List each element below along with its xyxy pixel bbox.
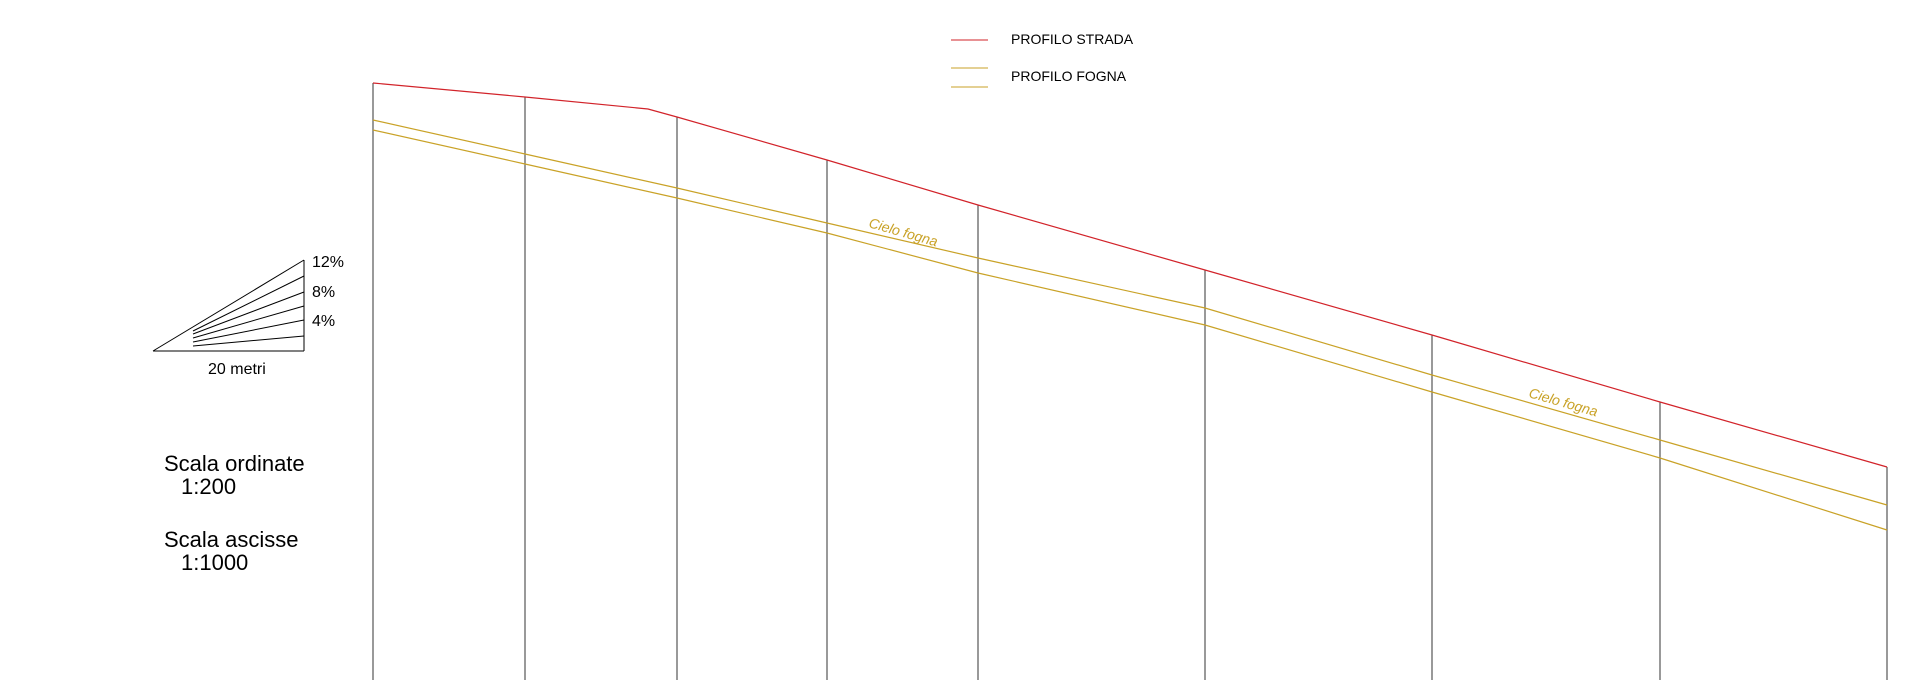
slope-label-8: 8% <box>312 284 335 301</box>
sewer-crown-annotation-1: Cielo fogna <box>867 215 940 250</box>
section-lines <box>372 83 1888 680</box>
slope-line-12 <box>152 259 305 352</box>
abscissa-scale-value: 1:1000 <box>181 550 248 575</box>
ordinate-scale-title: Scala ordinate <box>164 451 305 476</box>
ordinate-scale-value: 1:200 <box>181 474 236 499</box>
slope-line-6 <box>192 305 305 339</box>
slope-line-8 <box>192 291 305 335</box>
sewer-crown-line <box>372 119 1888 506</box>
legend-road-label: PROFILO STRADA <box>1011 31 1134 47</box>
sewer-invert-line <box>372 129 1888 531</box>
slope-gauge <box>152 259 305 352</box>
slope-line-10 <box>192 275 305 332</box>
slope-line-4 <box>192 319 305 343</box>
sewer-crown-annotation-2: Cielo fogna <box>1527 385 1600 420</box>
legend-sewer-label: PROFILO FOGNA <box>1011 68 1127 84</box>
slope-gauge-base-label: 20 metri <box>208 361 266 378</box>
road-profile-line <box>372 82 1888 468</box>
slope-line-2 <box>192 335 305 347</box>
legend: PROFILO STRADA PROFILO FOGNA <box>951 31 1134 88</box>
abscissa-scale-title: Scala ascisse <box>164 527 299 552</box>
slope-label-4: 4% <box>312 313 335 330</box>
slope-label-12: 12% <box>312 254 344 271</box>
